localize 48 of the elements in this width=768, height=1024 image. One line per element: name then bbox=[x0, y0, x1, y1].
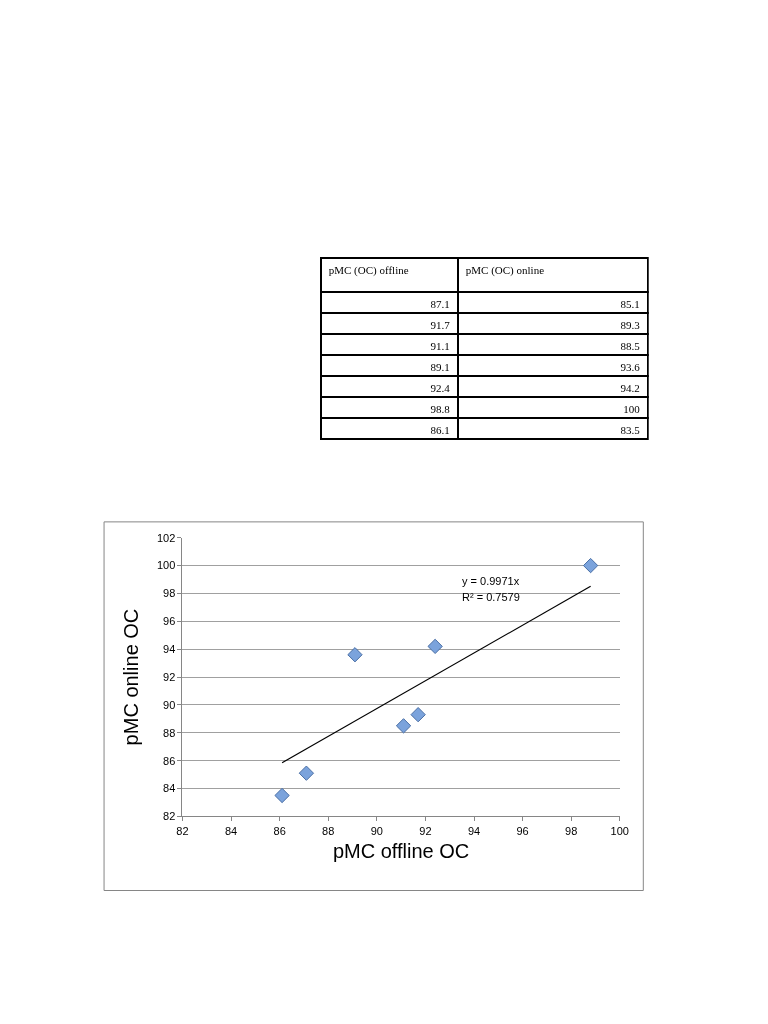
text: 85.1 bbox=[620, 298, 640, 311]
y-tick-label: 92 bbox=[163, 670, 176, 683]
y-tick-label: 102 bbox=[156, 531, 176, 544]
y-tick-label: 100 bbox=[156, 559, 176, 572]
point bbox=[395, 718, 412, 734]
annotation: y = 0.9971x bbox=[462, 575, 520, 587]
text: 93.6 bbox=[620, 361, 641, 374]
text: pMC (OC) offline bbox=[328, 264, 409, 278]
x-tick-label: 90 bbox=[370, 824, 383, 837]
text: 87.1 bbox=[430, 298, 450, 311]
y-tick-label: 88 bbox=[163, 726, 176, 739]
y-tick-label: 90 bbox=[163, 698, 176, 711]
x-axis-title: pMC offline OC bbox=[332, 840, 470, 863]
x-tick-label: 94 bbox=[467, 824, 481, 837]
y-axis-title: pMC online OC bbox=[120, 608, 143, 746]
point bbox=[298, 765, 315, 781]
x-tick-label: 88 bbox=[322, 824, 335, 837]
y-tick-label: 84 bbox=[163, 782, 176, 795]
y-tick-label: 86 bbox=[163, 754, 176, 767]
text: 91.1 bbox=[430, 340, 450, 353]
text: 98.8 bbox=[430, 403, 451, 416]
point bbox=[427, 638, 443, 655]
y-tick-label: 94 bbox=[163, 643, 176, 656]
text: pMC (OC) online bbox=[465, 264, 545, 278]
point bbox=[410, 707, 426, 723]
x-tick-label: 82 bbox=[176, 824, 189, 837]
text: 94.2 bbox=[620, 382, 640, 395]
text: 89.3 bbox=[620, 319, 641, 332]
x-tick-label: 84 bbox=[224, 824, 238, 837]
text: 91.7 bbox=[430, 319, 451, 332]
x-tick-label: 86 bbox=[273, 824, 286, 837]
text: 92.4 bbox=[430, 382, 451, 395]
text: 83.5 bbox=[620, 424, 641, 437]
x-tick-label: 92 bbox=[419, 824, 432, 837]
y-tick-label: 82 bbox=[163, 810, 176, 823]
text: 89.1 bbox=[430, 361, 450, 374]
point bbox=[582, 557, 599, 574]
y-tick-label: 96 bbox=[163, 615, 176, 628]
x-tick-label: 98 bbox=[565, 824, 578, 837]
text: 86.1 bbox=[430, 424, 450, 437]
text: 88.5 bbox=[620, 340, 641, 353]
annotation: R² = 0.7579 bbox=[462, 591, 520, 603]
point bbox=[347, 647, 363, 663]
y-tick-label: 98 bbox=[163, 587, 176, 600]
x-tick-label: 100 bbox=[610, 824, 629, 837]
x-tick-label: 96 bbox=[516, 824, 529, 837]
point bbox=[274, 787, 290, 804]
text: 100 bbox=[623, 403, 641, 416]
